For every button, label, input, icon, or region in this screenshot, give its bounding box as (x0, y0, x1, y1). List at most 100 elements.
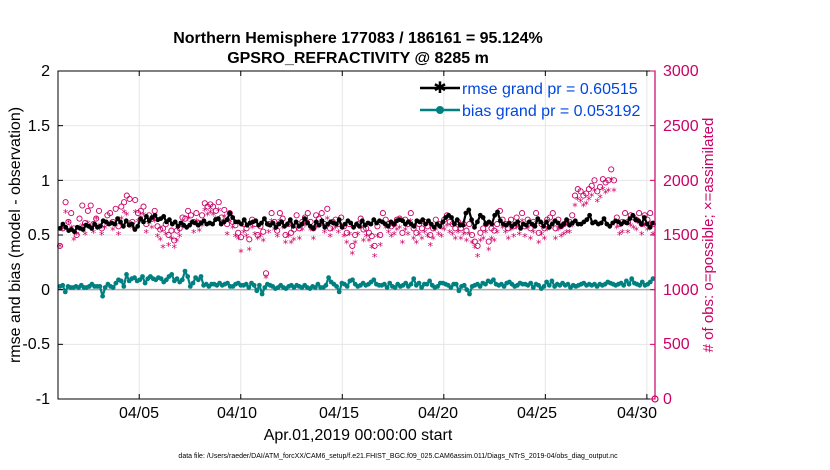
obs-assimilated-point: * (247, 244, 253, 257)
obs-possible-point (185, 207, 192, 214)
obs-assimilated-point: * (102, 222, 108, 235)
bias-point (411, 276, 417, 282)
obs-assimilated-point: * (366, 236, 372, 249)
rmse-point (97, 223, 103, 229)
obs-possible-point (368, 233, 375, 240)
obs-assimilated-point: * (363, 231, 369, 244)
obs-assimilated-point: * (199, 220, 205, 233)
obs-assimilated-point: * (480, 233, 486, 246)
obs-possible-point (622, 210, 629, 217)
obs-possible-point (583, 190, 590, 197)
obs-assimilated-point: * (405, 229, 411, 242)
obs-possible-point (466, 221, 473, 228)
rmse-point (641, 215, 647, 220)
rmse-point (449, 215, 454, 220)
obs-possible-point (371, 242, 378, 249)
bias-point (174, 276, 180, 282)
rmse-point (80, 227, 86, 232)
right-tick-label: 2000 (663, 173, 699, 190)
obs-assimilated-point: * (608, 174, 614, 187)
rmse-point (89, 226, 95, 231)
right-axis-labels: 3000 2500 2000 1500 1000 500 0 (663, 63, 699, 408)
obs-assimilated-point: * (586, 194, 592, 207)
rmse-point (273, 224, 279, 230)
obs-possible-point (260, 228, 267, 235)
obs-possible-point (588, 182, 595, 189)
obs-assimilated-point: * (492, 236, 498, 249)
obs-possible-point (159, 225, 167, 232)
obs-assimilated-point: * (327, 231, 333, 244)
rmse-point (518, 226, 523, 231)
obs-possible-point (193, 210, 200, 217)
bias-point (435, 284, 440, 289)
bias-point (565, 281, 571, 287)
obs-assimilated-point: * (389, 231, 395, 244)
obs-assimilated-point: * (597, 192, 603, 205)
obs-possible-point (569, 212, 576, 219)
rmse-point (224, 217, 230, 223)
rmse-point (544, 219, 549, 225)
obs-assimilated-point: * (544, 225, 550, 238)
obs-assimilated-point: * (208, 207, 214, 220)
obs-assimilated-point: * (433, 225, 439, 238)
obs-possible-point (343, 229, 350, 236)
left-tick-label: -0.5 (22, 336, 50, 353)
obs-assimilated-point: * (358, 222, 364, 235)
obs-assimilated-point: * (483, 227, 489, 240)
obs-assimilated-point: * (383, 222, 389, 235)
left-axis-labels: 2 1.5 1 0.5 0 -0.5 -1 (22, 63, 50, 408)
obs-assimilated-point: * (60, 224, 66, 237)
rmse-point (241, 217, 247, 223)
bias-point (198, 274, 204, 279)
obs-possible-point (73, 231, 80, 239)
rmse-point (57, 226, 63, 231)
rmse-point (371, 217, 377, 223)
obs-assimilated-point: * (564, 227, 570, 240)
rmse-point (523, 222, 529, 228)
rmse-point (452, 221, 457, 227)
rmse-point (230, 215, 236, 220)
obs-assimilated-point: * (224, 229, 230, 242)
obs-possible-point (221, 206, 228, 213)
rmse-point (121, 223, 126, 229)
obs-possible-point (379, 210, 386, 217)
rmse-point (391, 221, 397, 227)
rmse-point (454, 217, 460, 223)
obs-possible-point (327, 225, 334, 232)
rmse-point (472, 224, 477, 230)
obs-assimilated-point: * (414, 238, 420, 251)
obs-possible-point (377, 231, 384, 239)
obs-assimilated-point: * (308, 225, 314, 238)
x-tick-label: 04/20 (418, 405, 458, 422)
obs-assimilated-point: * (93, 214, 99, 227)
obs-assimilated-point: * (628, 220, 634, 233)
obs-possible-point (427, 231, 434, 239)
bias-point (453, 281, 459, 287)
rmse-point (287, 217, 293, 223)
rmse-point (601, 216, 607, 222)
obs-assimilated-point: * (461, 229, 467, 242)
obs-assimilated-point: * (71, 235, 77, 248)
obs-assimilated-point: * (233, 231, 239, 244)
bias-point (251, 282, 257, 288)
obs-assimilated-point: * (57, 241, 63, 254)
right-tick-label: 2500 (663, 118, 699, 135)
obs-possible-point (352, 231, 359, 239)
bias-point (392, 285, 398, 290)
rmse-point (175, 223, 181, 229)
obs-assimilated-point: * (313, 222, 319, 235)
bias-point (467, 291, 472, 297)
obs-assimilated-point: * (531, 227, 537, 240)
rmse-point (316, 222, 322, 228)
obs-possible-point (474, 242, 481, 249)
bias-point (424, 281, 430, 287)
rmse-point (546, 224, 552, 230)
series-rmse (57, 207, 656, 235)
rmse-point (495, 209, 500, 215)
rmse-point (112, 221, 118, 227)
rmse-point (60, 221, 66, 227)
obs-assimilated-point: * (375, 231, 381, 244)
obs-assimilated-point: * (149, 222, 155, 235)
rmse-point (270, 220, 276, 226)
